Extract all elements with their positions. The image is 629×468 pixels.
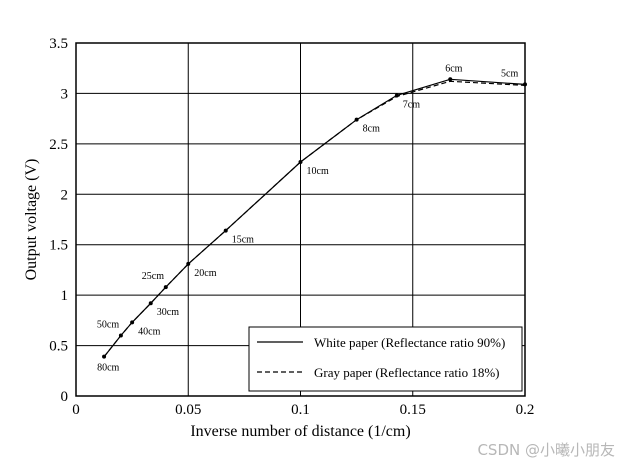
point-label: 40cm <box>138 326 160 337</box>
data-point <box>354 117 359 122</box>
y-tick-label: 3.5 <box>49 36 68 52</box>
axis-ticks: 0 0.05 0.1 0.15 0.2 0 0.5 1 1.5 2 2.5 3 3.5 <box>49 36 534 418</box>
x-tick-label: 0.2 <box>516 402 535 418</box>
point-label: 15cm <box>232 235 254 246</box>
x-tick-label: 0.05 <box>175 402 201 418</box>
data-point <box>523 82 527 87</box>
y-axis-title: Output voltage (V) <box>23 159 40 281</box>
point-label: 8cm <box>363 124 380 135</box>
y-tick-label: 2.5 <box>49 137 68 153</box>
data-point <box>298 160 303 165</box>
y-tick-label: 0.5 <box>49 339 68 355</box>
legend: White paper (Reflectance ratio 90%) Gray… <box>248 326 523 392</box>
legend-label-gray-paper: Gray paper (Reflectance ratio 18%) <box>314 365 500 380</box>
x-tick-label: 0.15 <box>400 402 426 418</box>
data-point <box>130 320 135 325</box>
data-point <box>148 301 153 306</box>
legend-box <box>248 326 523 392</box>
point-label: 7cm <box>403 99 420 110</box>
y-tick-label: 3 <box>61 86 69 102</box>
x-tick-label: 0 <box>72 402 80 418</box>
legend-label-white-paper: White paper (Reflectance ratio 90%) <box>314 335 505 350</box>
data-point <box>102 354 107 359</box>
y-tick-label: 0 <box>61 389 69 405</box>
data-point <box>163 285 168 290</box>
data-point <box>394 93 399 98</box>
point-label: 10cm <box>307 166 329 177</box>
watermark: CSDN @小曦小朋友 <box>477 441 615 459</box>
x-axis-title: Inverse number of distance (1/cm) <box>190 423 410 440</box>
plot-frame <box>75 42 526 397</box>
point-label: 50cm <box>97 319 119 330</box>
grid-lines <box>76 43 525 396</box>
y-tick-label: 1.5 <box>49 238 68 254</box>
point-label: 80cm <box>97 363 119 374</box>
x-tick-label: 0.1 <box>291 402 310 418</box>
series-line-1 <box>103 80 526 358</box>
point-label: 6cm <box>445 63 462 74</box>
point-labels: 80cm 50cm 40cm 30cm 25cm 20cm 15cm 10cm 8cm 7cm 6c… <box>97 63 519 373</box>
data-point <box>118 333 123 338</box>
data-point <box>186 261 191 266</box>
data-point <box>448 77 453 82</box>
point-label: 20cm <box>194 268 216 279</box>
point-label: 5cm <box>501 68 518 79</box>
y-tick-label: 1 <box>61 288 69 304</box>
point-label: 30cm <box>157 307 179 318</box>
series-layer <box>102 77 527 359</box>
point-label: 25cm <box>142 271 164 282</box>
y-tick-label: 2 <box>61 187 69 203</box>
data-point <box>223 228 228 233</box>
